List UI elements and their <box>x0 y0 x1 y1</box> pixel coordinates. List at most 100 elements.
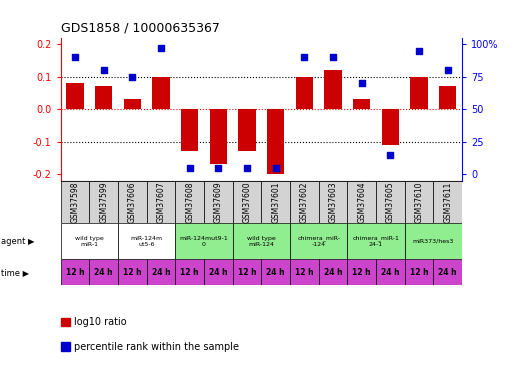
Point <box>214 165 223 171</box>
Text: GSM37602: GSM37602 <box>300 181 309 223</box>
Bar <box>347 259 376 285</box>
Bar <box>204 181 233 224</box>
Text: GSM37601: GSM37601 <box>271 181 280 223</box>
Point <box>357 80 366 86</box>
Text: GSM37600: GSM37600 <box>242 181 251 223</box>
Text: GSM37610: GSM37610 <box>414 181 423 223</box>
Bar <box>433 181 462 224</box>
Text: 24 h: 24 h <box>152 268 171 277</box>
Bar <box>261 181 290 224</box>
Text: GDS1858 / 10000635367: GDS1858 / 10000635367 <box>61 22 220 35</box>
Bar <box>290 181 319 224</box>
Point <box>415 48 423 54</box>
Text: GSM37607: GSM37607 <box>156 181 166 223</box>
Text: 24 h: 24 h <box>324 268 342 277</box>
Bar <box>296 76 313 109</box>
Bar <box>204 259 233 285</box>
Bar <box>267 109 284 174</box>
Bar <box>347 224 404 259</box>
Point <box>185 165 194 171</box>
Bar <box>376 181 404 224</box>
Text: wild type
miR-1: wild type miR-1 <box>75 236 104 247</box>
Bar <box>290 259 319 285</box>
Point <box>329 54 337 60</box>
Text: GSM37608: GSM37608 <box>185 181 194 223</box>
Bar <box>233 259 261 285</box>
Bar <box>319 259 347 285</box>
Text: wild type
miR-124: wild type miR-124 <box>247 236 276 247</box>
Point <box>271 165 280 171</box>
Text: GSM37606: GSM37606 <box>128 181 137 223</box>
Bar <box>89 181 118 224</box>
Text: miR-124mut9-1
0: miR-124mut9-1 0 <box>180 236 229 247</box>
Bar <box>181 109 199 151</box>
Bar <box>175 181 204 224</box>
Text: 12 h: 12 h <box>295 268 314 277</box>
Bar <box>404 259 433 285</box>
Bar <box>433 259 462 285</box>
Point <box>386 152 394 157</box>
Text: log10 ratio: log10 ratio <box>74 317 127 327</box>
Bar <box>95 86 112 109</box>
Bar <box>61 259 89 285</box>
Text: 12 h: 12 h <box>181 268 199 277</box>
Text: GSM37605: GSM37605 <box>386 181 395 223</box>
Bar <box>239 109 256 151</box>
Text: time ▶: time ▶ <box>1 268 29 277</box>
Text: 12 h: 12 h <box>352 268 371 277</box>
Bar <box>376 259 404 285</box>
Point <box>99 67 108 73</box>
Bar <box>147 259 175 285</box>
Text: 12 h: 12 h <box>238 268 256 277</box>
Text: GSM37609: GSM37609 <box>214 181 223 223</box>
Point <box>71 54 79 60</box>
Bar <box>404 224 462 259</box>
Text: GSM37611: GSM37611 <box>443 182 452 223</box>
Point <box>157 45 165 51</box>
Text: 24 h: 24 h <box>267 268 285 277</box>
Bar <box>61 181 89 224</box>
Text: agent ▶: agent ▶ <box>1 237 34 246</box>
Text: 24 h: 24 h <box>95 268 113 277</box>
Bar <box>175 259 204 285</box>
Text: GSM37604: GSM37604 <box>357 181 366 223</box>
Text: GSM37603: GSM37603 <box>328 181 337 223</box>
Point <box>444 67 452 73</box>
Bar <box>353 99 370 109</box>
Bar <box>147 181 175 224</box>
Text: miR-124m
ut5-6: miR-124m ut5-6 <box>130 236 163 247</box>
Bar <box>261 259 290 285</box>
Bar <box>382 109 399 145</box>
Bar <box>67 83 83 109</box>
Text: 12 h: 12 h <box>66 268 84 277</box>
Text: 24 h: 24 h <box>381 268 400 277</box>
Text: 12 h: 12 h <box>410 268 428 277</box>
Bar <box>118 259 147 285</box>
Point <box>243 165 251 171</box>
Bar <box>233 181 261 224</box>
Bar <box>175 224 233 259</box>
Bar <box>347 181 376 224</box>
Text: 24 h: 24 h <box>209 268 228 277</box>
Bar <box>324 70 342 109</box>
Text: miR373/hes3: miR373/hes3 <box>413 239 454 244</box>
Bar <box>319 181 347 224</box>
Bar <box>439 86 456 109</box>
Bar <box>124 99 141 109</box>
Point <box>300 54 308 60</box>
Bar <box>118 224 175 259</box>
Bar <box>153 76 169 109</box>
Bar <box>89 259 118 285</box>
Text: GSM37599: GSM37599 <box>99 181 108 223</box>
Text: 24 h: 24 h <box>438 268 457 277</box>
Bar <box>233 224 290 259</box>
Text: chimera_miR-1
24-1: chimera_miR-1 24-1 <box>353 236 400 247</box>
Bar <box>410 76 428 109</box>
Bar <box>290 224 347 259</box>
Bar <box>210 109 227 164</box>
Bar <box>118 181 147 224</box>
Text: percentile rank within the sample: percentile rank within the sample <box>74 342 240 351</box>
Text: 12 h: 12 h <box>123 268 142 277</box>
Point <box>128 74 137 80</box>
Bar <box>404 181 433 224</box>
